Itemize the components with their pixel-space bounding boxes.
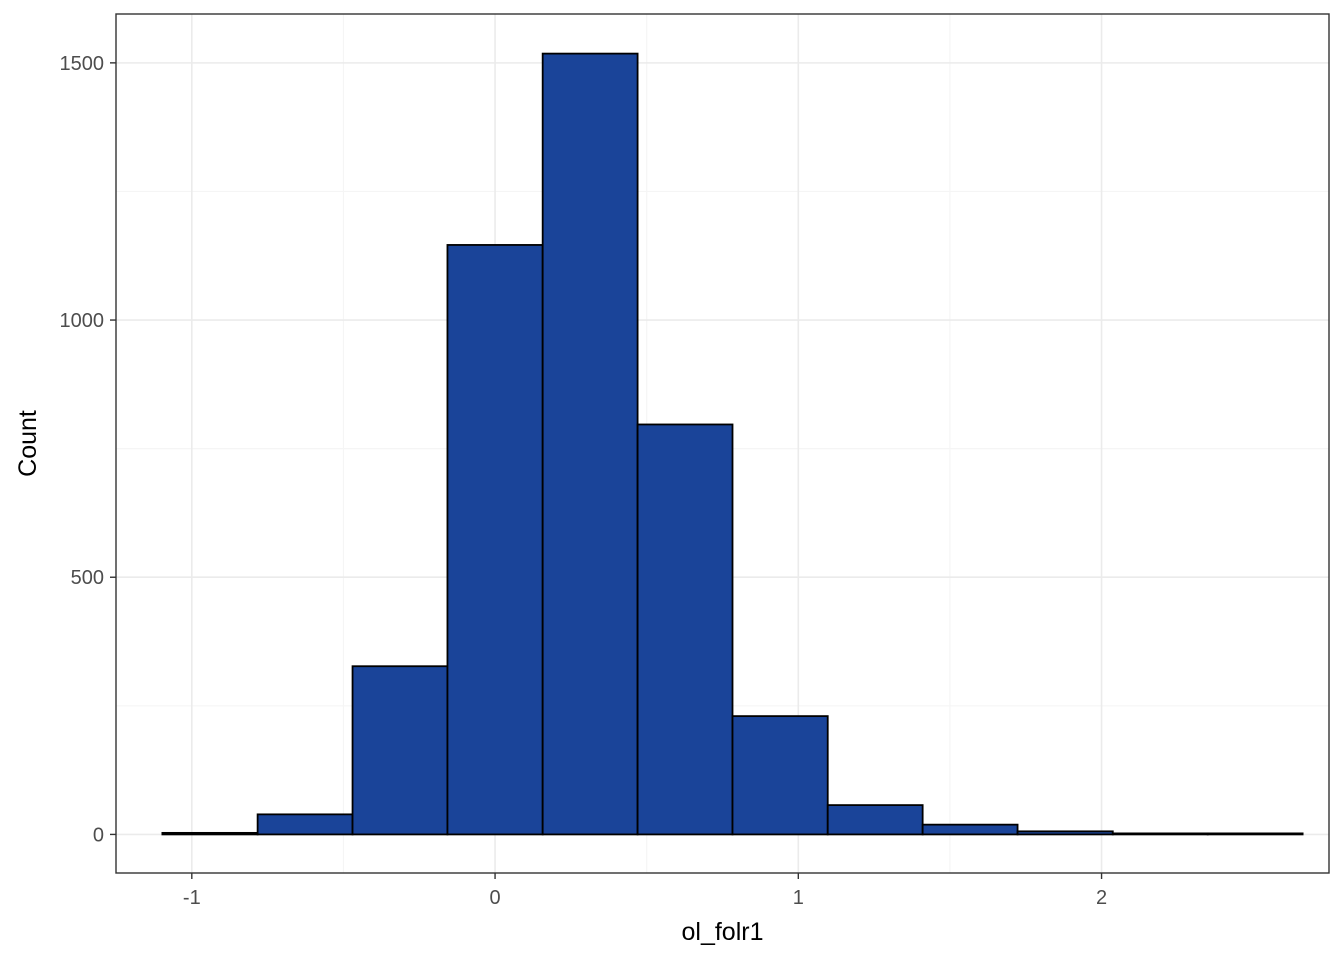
x-axis: -1 0 1 2 (183, 873, 1107, 909)
histogram-bar (446, 244, 544, 836)
histogram-bar (351, 665, 449, 836)
y-tick-label: 1500 (60, 53, 105, 75)
histogram-bars (161, 52, 1304, 836)
x-tick-label: 1 (793, 887, 804, 909)
histogram-bar (921, 823, 1019, 836)
histogram-bar (1016, 830, 1114, 836)
plot-panel-border (115, 13, 1330, 874)
histogram-bar (1111, 832, 1209, 836)
x-tick-label: -1 (183, 887, 201, 909)
histogram-bar (636, 423, 734, 836)
histogram-bar (256, 813, 354, 836)
histogram-bar (541, 52, 639, 836)
y-axis: 0 500 1000 1500 (60, 53, 116, 846)
x-axis-title: ol_folr1 (682, 918, 764, 946)
x-tick-label: 2 (1096, 887, 1107, 909)
x-tick-label: 0 (490, 887, 501, 909)
histogram-bar (826, 804, 924, 836)
histogram-bar (731, 715, 829, 836)
y-tick-label: 0 (93, 824, 104, 846)
histogram-bar (1206, 832, 1304, 836)
y-axis-title: Count (14, 410, 42, 477)
histogram-bar (161, 831, 259, 836)
y-tick-label: 500 (71, 567, 104, 589)
y-tick-label: 1000 (60, 310, 105, 332)
